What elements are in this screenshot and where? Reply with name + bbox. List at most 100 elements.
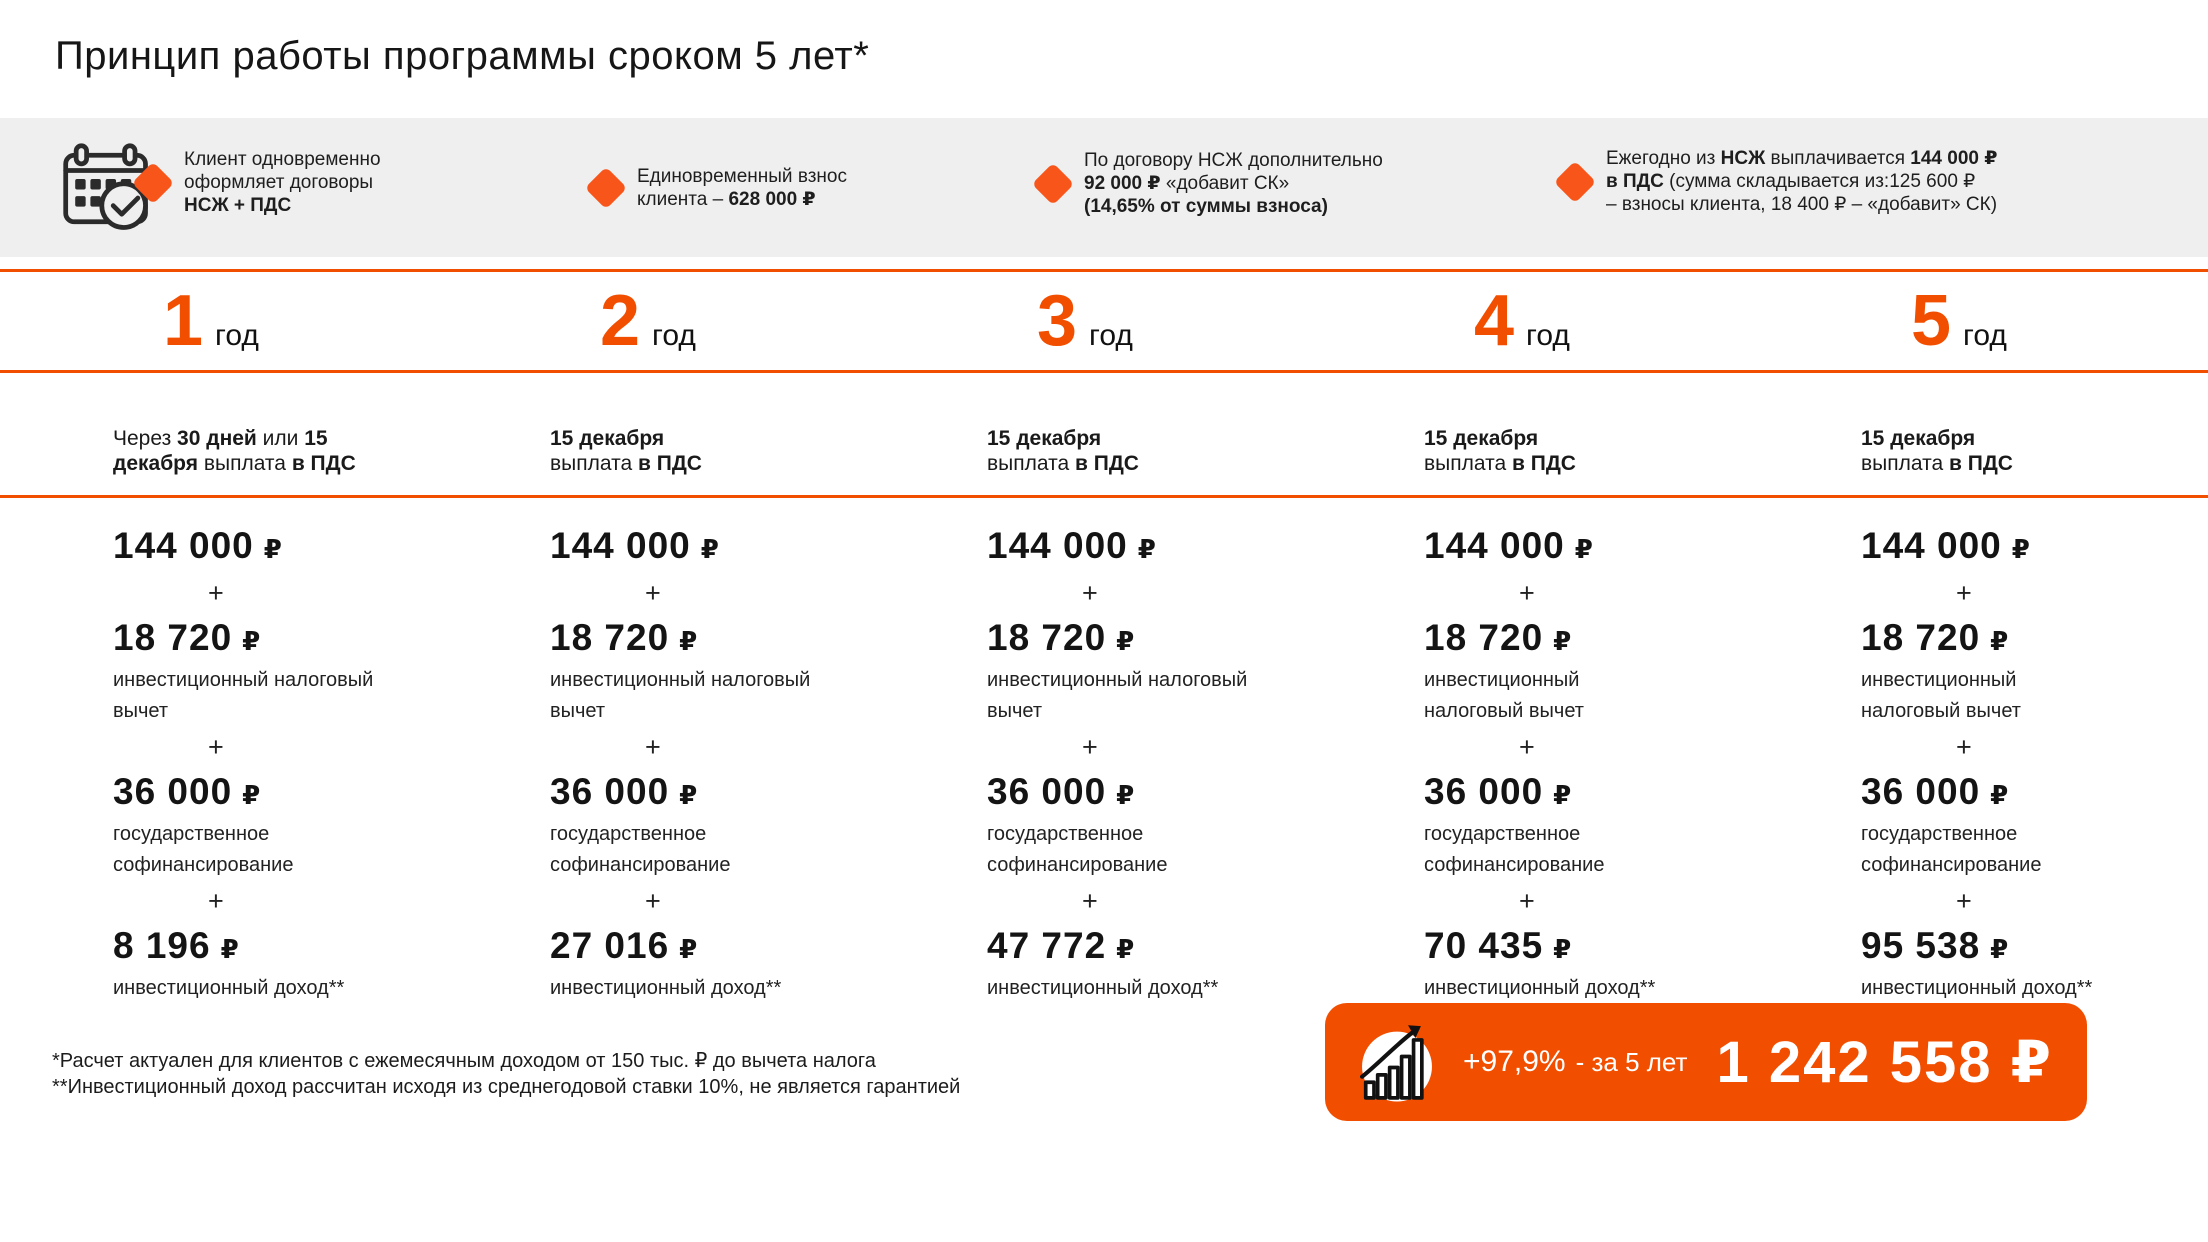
amount-label: государственное [113, 823, 270, 845]
bullet-line: НСЖ + ПДС [184, 194, 381, 217]
footnotes: *Расчет актуален для клиентов с ежемесяч… [52, 1048, 960, 1100]
amount-label: государственное [550, 823, 707, 845]
ruble-sign: ₽ [1990, 626, 2009, 656]
amount-label: инвестиционный [1861, 669, 2017, 691]
date-line: 15 декабря [987, 426, 1424, 451]
amount-label: инвестиционный доход** [1424, 977, 1656, 999]
payout-date: 15 декабря выплата в ПДС [1861, 426, 2208, 476]
amount-number: 8 196 [113, 925, 211, 966]
year-number: 3 [1037, 281, 1078, 361]
plus-sign: + [1956, 732, 1972, 762]
amount-number: 36 000 [113, 771, 233, 812]
amount-value: 144 000 ₽ [550, 524, 987, 571]
amount-value: 18 720 ₽ [1424, 616, 1861, 663]
text-segment: По договору НСЖ дополнительно [1084, 150, 1383, 171]
plus-sign: + [1956, 578, 1972, 608]
year-header: 3 год [987, 285, 1424, 357]
year-word: год [1963, 319, 2007, 352]
plus-sign: + [645, 578, 661, 608]
date-line: выплата в ПДС [1861, 451, 2208, 476]
ruble-sign: ₽ [700, 534, 719, 564]
text-segment: 15 декабря [550, 427, 665, 450]
text-segment: оформляет договоры [184, 172, 374, 193]
amount-number: 70 435 [1424, 925, 1544, 966]
text-segment: 144 000 ₽ [1910, 148, 1998, 169]
year-grid: 1 год 2 год 3 год 4 год 5 год [113, 272, 2208, 370]
amount-value: 144 000 ₽ [1424, 524, 1861, 571]
amount-number: 18 720 [1424, 617, 1544, 658]
date-line: декабря выплата в ПДС [113, 451, 550, 476]
page-title: Принцип работы программы сроком 5 лет* [55, 34, 870, 78]
amount-number: 144 000 [1861, 525, 2002, 566]
growth-chart-icon [1351, 1016, 1443, 1108]
amount-label: государственное [1861, 823, 2018, 845]
year-number: 1 [163, 281, 204, 361]
amount-number: 18 720 [1861, 617, 1981, 658]
year-number: 5 [1911, 281, 1952, 361]
year-number: 2 [600, 281, 641, 361]
plus-sign: + [645, 732, 661, 762]
amount-number: 36 000 [987, 771, 1107, 812]
text-segment: (14,65% от суммы взноса) [1084, 196, 1328, 217]
date-line: выплата в ПДС [1424, 451, 1861, 476]
amount-number: 47 772 [987, 925, 1107, 966]
amount-label: инвестиционный доход** [987, 977, 1219, 999]
ruble-sign: ₽ [263, 534, 282, 564]
amount-label: государственное [1424, 823, 1581, 845]
amounts-grid: 144 000 ₽ +18 720 ₽ инвестиционный налоговый… [113, 498, 2208, 1002]
amount-number: 36 000 [1424, 771, 1544, 812]
text-segment: в ПДС [1606, 171, 1664, 192]
amount-number: 18 720 [550, 617, 670, 658]
payout-date: Через 30 дней или 15 декабря выплата в ПД… [113, 426, 550, 476]
ruble-sign: ₽ [679, 780, 698, 810]
text-segment: 15 декабря [1861, 427, 1976, 450]
growth-period: - за 5 лет [1575, 1047, 1688, 1077]
bullet-line: – взносы клиента, 18 400 ₽ – «добавит» С… [1606, 193, 1997, 216]
text-segment: НСЖ + ПДС [184, 195, 292, 216]
growth-percent: +97,9% [1463, 1045, 1566, 1078]
text-segment: декабря [113, 452, 198, 475]
amount-number: 144 000 [113, 525, 254, 566]
header-bullet: По договору НСЖ дополнительно 92 000 ₽ «д… [1031, 149, 1383, 218]
text-segment: выплата [197, 452, 292, 475]
bullet-text: Клиент одновременно оформляет договоры НСЖ… [184, 148, 381, 217]
text-segment: НСЖ [1720, 148, 1766, 169]
amount-column: 144 000 ₽ +18 720 ₽ инвестиционный налоговый … [1424, 498, 1861, 1002]
text-segment: выплата [1861, 452, 1949, 475]
amount-value: 36 000 ₽ [113, 770, 550, 817]
plus-sign: + [1082, 578, 1098, 608]
ruble-sign: ₽ [1574, 534, 1593, 564]
bullet-line: клиента – 628 000 ₽ [637, 188, 847, 211]
amount-label: вычет [550, 700, 606, 722]
text-segment: – взносы клиента, 18 400 ₽ – «добавит» С… [1606, 194, 1998, 215]
text-segment: в ПДС [1949, 452, 2013, 475]
amount-label: инвестиционный налоговый [987, 669, 1248, 691]
bullet-line: (14,65% от суммы взноса) [1084, 195, 1383, 218]
amount-value: 144 000 ₽ [987, 524, 1424, 571]
text-segment: 15 декабря [987, 427, 1102, 450]
ruble-sign: ₽ [220, 934, 239, 964]
text-segment: 15 [304, 427, 328, 450]
amount-label: софинансирование [550, 854, 731, 876]
date-line: 15 декабря [1861, 426, 2208, 451]
amount-column: 144 000 ₽ +18 720 ₽ инвестиционный налоговый … [1861, 498, 2208, 1002]
amount-number: 95 538 [1861, 925, 1981, 966]
amount-number: 144 000 [550, 525, 691, 566]
ruble-sign: ₽ [2011, 534, 2030, 564]
year-header: 2 год [550, 285, 987, 357]
year-header: 1 год [113, 285, 550, 357]
total-badge: +97,9% - за 5 лет 1 242 558 ₽ [1325, 1003, 2087, 1121]
text-segment: в ПДС [291, 452, 356, 475]
text-segment: Ежегодно из [1606, 148, 1721, 169]
bullet-text: По договору НСЖ дополнительно 92 000 ₽ «д… [1084, 149, 1383, 218]
header-band: Клиент одновременно оформляет договоры НСЖ… [0, 118, 2208, 257]
text-segment: выплата [987, 452, 1075, 475]
amount-number: 36 000 [1861, 771, 1981, 812]
text-segment: Через [113, 427, 178, 450]
date-line: Через 30 дней или 15 [113, 426, 550, 451]
ruble-sign: ₽ [679, 934, 698, 964]
amount-value: 18 720 ₽ [550, 616, 987, 663]
dates-row: Через 30 дней или 15 декабря выплата в ПД… [0, 372, 2208, 498]
amount-label: софинансирование [987, 854, 1168, 876]
